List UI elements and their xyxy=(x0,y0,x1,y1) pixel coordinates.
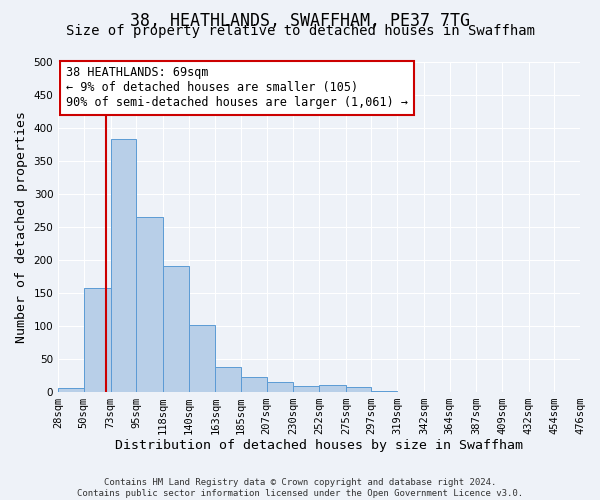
Bar xyxy=(215,367,241,392)
Bar xyxy=(319,385,346,392)
Bar xyxy=(241,377,266,392)
Text: 38 HEATHLANDS: 69sqm
← 9% of detached houses are smaller (105)
90% of semi-detac: 38 HEATHLANDS: 69sqm ← 9% of detached ho… xyxy=(66,66,408,110)
Bar xyxy=(84,288,110,392)
Bar xyxy=(346,387,371,392)
Text: Contains HM Land Registry data © Crown copyright and database right 2024.
Contai: Contains HM Land Registry data © Crown c… xyxy=(77,478,523,498)
Bar xyxy=(136,216,163,392)
Bar xyxy=(163,266,188,392)
Bar xyxy=(371,391,397,392)
Bar xyxy=(293,386,319,392)
Text: 38, HEATHLANDS, SWAFFHAM, PE37 7TG: 38, HEATHLANDS, SWAFFHAM, PE37 7TG xyxy=(130,12,470,30)
Y-axis label: Number of detached properties: Number of detached properties xyxy=(15,110,28,342)
Bar xyxy=(110,138,136,392)
Text: Size of property relative to detached houses in Swaffham: Size of property relative to detached ho… xyxy=(65,24,535,38)
X-axis label: Distribution of detached houses by size in Swaffham: Distribution of detached houses by size … xyxy=(115,440,523,452)
Bar xyxy=(188,325,215,392)
Bar xyxy=(266,382,293,392)
Bar xyxy=(58,388,84,392)
